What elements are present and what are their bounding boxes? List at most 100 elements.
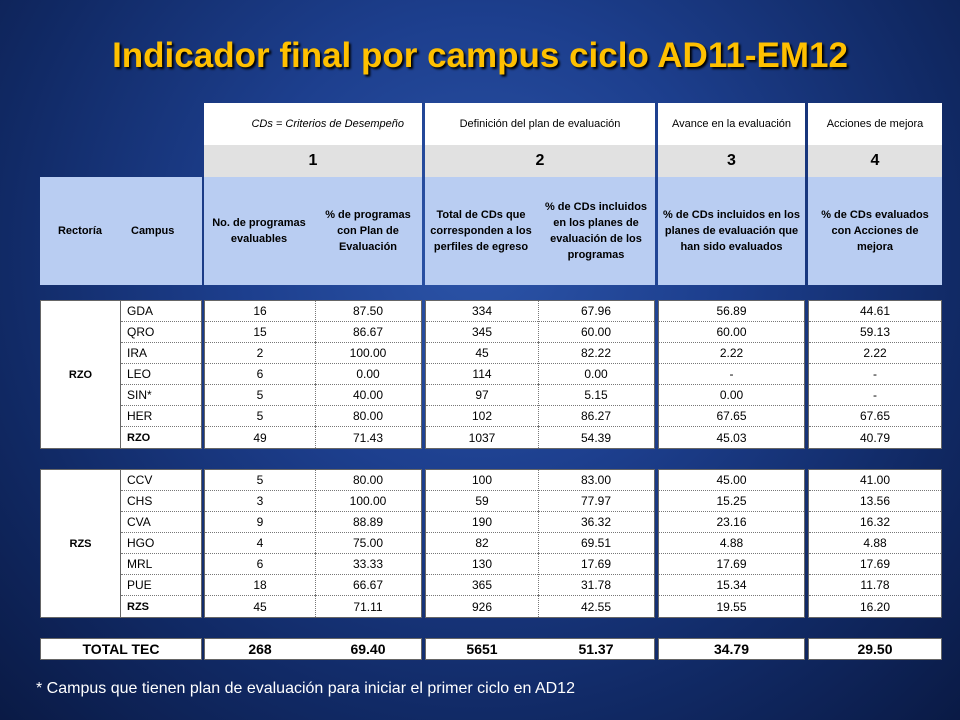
table-cell: 80.00 xyxy=(315,406,421,427)
table-cell: 71.11 xyxy=(353,599,383,614)
total-cell: 5651 xyxy=(466,641,498,657)
campus-cell: LEO xyxy=(121,364,201,385)
table-cell: 66.67 xyxy=(315,575,421,596)
table-cell: 77.97 xyxy=(538,491,654,512)
table-cell: 190 xyxy=(426,512,538,533)
table-cell: 100 xyxy=(426,470,538,491)
col-header-pct-evaluados: % de CDs incluidos en los planes de eval… xyxy=(658,177,805,285)
table-cell: 97 xyxy=(426,385,538,406)
total-cell: 268 xyxy=(248,641,272,657)
group-label-avance: Avance en la evaluación xyxy=(658,103,805,145)
campus-cell: HGO xyxy=(121,533,201,554)
campus-cell: RZS xyxy=(127,600,149,613)
table-cell: 71.43 xyxy=(352,430,384,445)
table-cell: 83.00 xyxy=(538,470,654,491)
table-cell: 11.78 xyxy=(809,575,941,596)
campus-cell: HER xyxy=(121,406,201,427)
total-row-block: 34.79 xyxy=(658,638,805,660)
column-divider xyxy=(315,470,316,617)
table-cell: 5.15 xyxy=(538,385,654,406)
campus-cell: CCV xyxy=(121,470,201,491)
group-label-acciones: Acciones de mejora xyxy=(808,103,942,145)
header-number-2: 2 xyxy=(425,145,655,177)
campus-cell: GDA xyxy=(121,301,201,322)
table-cell: 67.65 xyxy=(659,406,804,427)
campus-cell: RZO xyxy=(127,431,151,444)
table-cell: 17.69 xyxy=(538,554,654,575)
group-label-definicion: Definición del plan de evaluación xyxy=(425,103,655,145)
table-cell: 4.88 xyxy=(659,533,804,554)
data-block: 56.89 60.00 2.22-0.00 67.65 45.03 xyxy=(658,300,805,449)
table-cell: 41.00 xyxy=(809,470,941,491)
table-cell: 75.00 xyxy=(315,533,421,554)
col-header-pct-acciones: % de CDs evaluados con Acciones de mejor… xyxy=(808,177,942,285)
table-cell: 100.00 xyxy=(315,491,421,512)
header-number-1: 1 xyxy=(204,145,422,177)
table-cell: 2 xyxy=(205,343,315,364)
table-cell: 67.65 xyxy=(809,406,941,427)
campus-cell: IRA xyxy=(121,343,201,364)
table-cell: 59.13 xyxy=(809,322,941,343)
table-cell: 45.03 xyxy=(716,430,747,445)
data-block: 16 87.50 15 86.67 2 100.00 6 0.00 5 40.00 5 80.00 49… xyxy=(204,300,422,449)
data-block: 44.61 59.13 2.22- -67.65 40.79 xyxy=(808,300,942,449)
table-cell: 345 xyxy=(426,322,538,343)
table-cell: 365 xyxy=(426,575,538,596)
campus-cell: MRL xyxy=(121,554,201,575)
column-divider xyxy=(315,301,316,448)
table-cell: 40.00 xyxy=(315,385,421,406)
table-cell: - xyxy=(809,385,941,406)
table-cell: 36.32 xyxy=(538,512,654,533)
table-cell: 334 xyxy=(426,301,538,322)
data-block: 100 83.00 59 77.97 190 36.32 82 69.51 130 17.69 36… xyxy=(425,469,655,618)
table-cell: 5 xyxy=(205,385,315,406)
campus-cell: QRO xyxy=(121,322,201,343)
table-cell: 2.22 xyxy=(659,343,804,364)
data-block: 41.00 13.56 16.32 4.88 17.69 11.78 16.20 xyxy=(808,469,942,618)
campus-cell: PUE xyxy=(121,575,201,596)
table-cell: 23.16 xyxy=(659,512,804,533)
table-cell: 6 xyxy=(205,364,315,385)
page-title: Indicador final por campus ciclo AD11-EM… xyxy=(112,36,848,75)
table-cell: 17.69 xyxy=(809,554,941,575)
table-cell: 18 xyxy=(205,575,315,596)
footnote: * Campus que tienen plan de evaluación p… xyxy=(36,680,575,697)
table-cell: 2.22 xyxy=(809,343,941,364)
rectoria-block: RZO GDA QRO IRA LEO SIN* HER RZO xyxy=(40,300,202,449)
total-row-block: 5651 51.37 xyxy=(425,638,655,660)
table-cell: 114 xyxy=(426,364,538,385)
total-label: TOTAL TEC xyxy=(82,641,160,657)
table-cell: 60.00 xyxy=(659,322,804,343)
table-cell: 59 xyxy=(426,491,538,512)
table-cell: 5 xyxy=(205,406,315,427)
table-cell: 102 xyxy=(426,406,538,427)
cd-note: CDs = Criterios de Desempeño xyxy=(204,103,422,145)
table-cell: 9 xyxy=(205,512,315,533)
table-cell: 49 xyxy=(253,430,267,445)
table-cell: 4.88 xyxy=(809,533,941,554)
table-cell: 4 xyxy=(205,533,315,554)
data-block: 45.00 15.25 23.16 4.88 17.69 15.34 19.55 xyxy=(658,469,805,618)
total-cell: 69.40 xyxy=(350,641,386,657)
table-cell: 100.00 xyxy=(315,343,421,364)
col-header-programas: No. de programas evaluables xyxy=(204,177,314,285)
table-cell: 19.55 xyxy=(716,599,747,614)
table-cell: 69.51 xyxy=(538,533,654,554)
table-cell: 16.20 xyxy=(859,599,891,614)
table-cell: 88.89 xyxy=(315,512,421,533)
table-cell: 17.69 xyxy=(659,554,804,575)
total-cell: 29.50 xyxy=(857,641,893,657)
table-cell: 60.00 xyxy=(538,322,654,343)
data-block: 334 67.96 345 60.00 45 82.22 114 0.00 97 5.15 102 8… xyxy=(425,300,655,449)
total-cell: 34.79 xyxy=(713,641,750,657)
table-cell: 45.00 xyxy=(659,470,804,491)
col-header-total-cds: Total de CDs que corresponden a los perf… xyxy=(425,177,537,285)
total-row-block: 268 69.40 xyxy=(204,638,422,660)
table-cell: 45 xyxy=(426,343,538,364)
table-cell: 130 xyxy=(426,554,538,575)
table-cell: 16.32 xyxy=(809,512,941,533)
data-block: 5 80.00 3 100.00 9 88.89 4 75.00 6 33.33 18 66.67 45… xyxy=(204,469,422,618)
col-header-pct-programas: % de programas con Plan de Evaluación xyxy=(314,177,422,285)
table-cell: 82.22 xyxy=(538,343,654,364)
table-cell: 926 xyxy=(471,599,493,614)
